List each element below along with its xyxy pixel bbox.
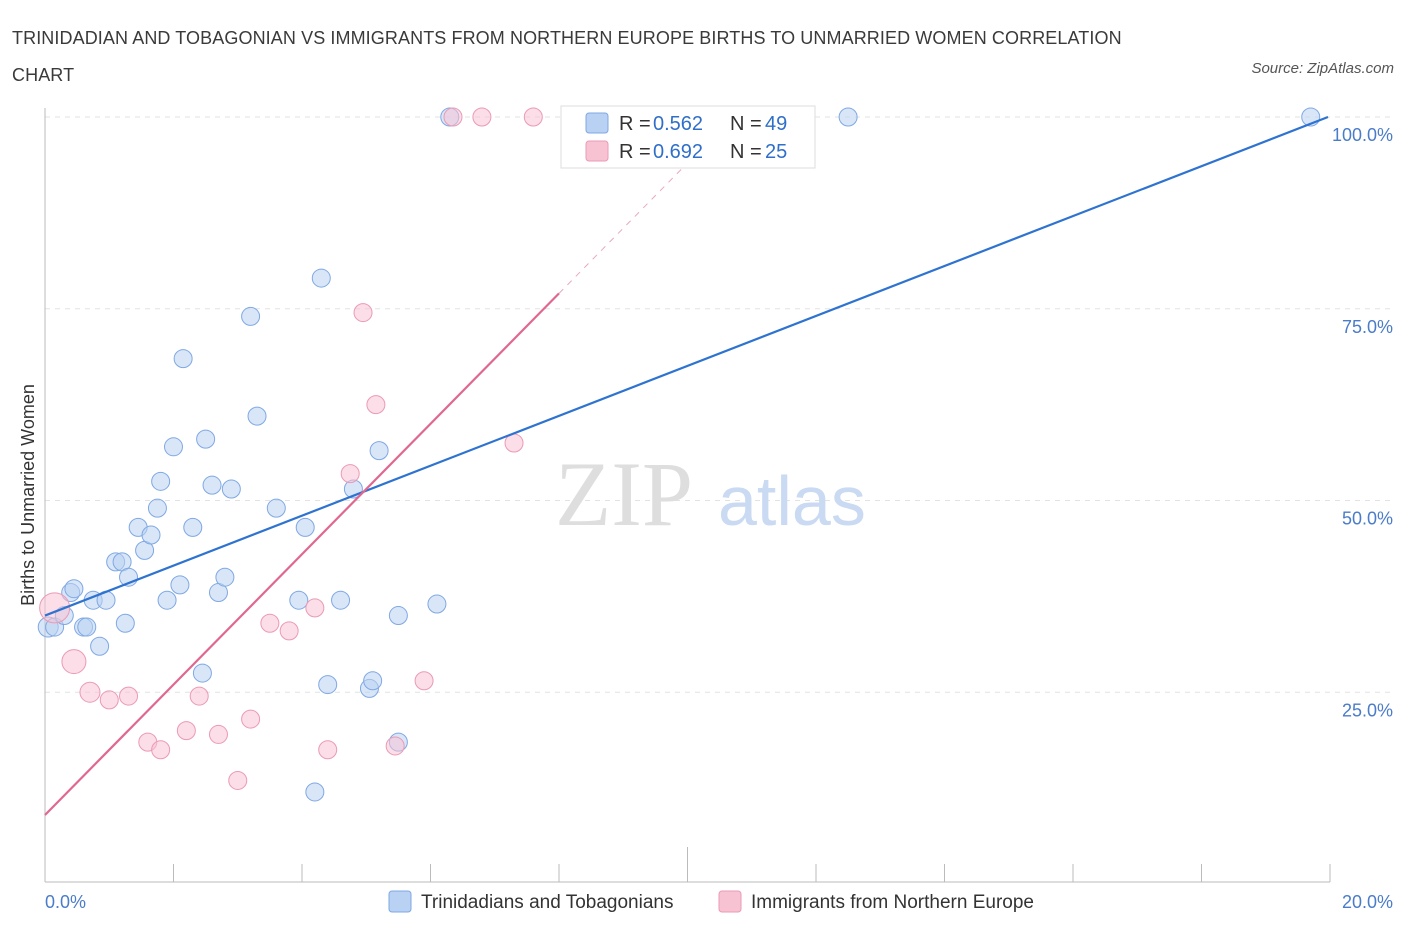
northern-europe-point-20 — [414, 671, 434, 691]
trinidadian-point-41 — [363, 671, 383, 691]
northern-europe-point-3 — [99, 690, 119, 710]
watermark-atlas: atlas — [718, 462, 866, 540]
trinidadian-point-28 — [215, 567, 235, 587]
trinidadian-point-4 — [64, 579, 84, 599]
trinidadian-point-32 — [266, 498, 286, 518]
northern-europe-point-7 — [176, 721, 196, 741]
trendline-northern-europe-extension — [558, 162, 688, 294]
trinidadian-point-18 — [151, 471, 171, 491]
y-tick-labels: 25.0% 50.0% 75.0% 100.0% — [1332, 125, 1393, 720]
y-tick-label-50: 50.0% — [1342, 509, 1393, 529]
trinidadian-point-16 — [141, 525, 161, 545]
northern-europe-point-1 — [61, 649, 87, 675]
legend-swatch-pink — [585, 140, 609, 162]
source-label: Source: ZipAtlas.com — [1251, 60, 1394, 77]
northern-europe-point-10 — [228, 770, 248, 790]
trinidadian-point-37 — [318, 675, 338, 695]
x-tick-label-max: 20.0% — [1342, 892, 1393, 912]
series-legend: Trinidadians and Tobagonians Immigrants … — [388, 890, 1034, 913]
legend-r-value-blue: 0.562 — [653, 113, 703, 135]
northern-europe-point-11 — [241, 709, 261, 729]
legend-n-value-pink: 25 — [765, 141, 787, 163]
trinidadian-point-12 — [115, 613, 135, 633]
y-axis-label: Births to Unmarried Women — [18, 384, 38, 606]
trinidadian-point-21 — [170, 575, 190, 595]
trinidadian-point-43 — [388, 606, 408, 626]
trinidadian-point-6 — [77, 617, 97, 637]
northern-europe-point-22 — [472, 107, 492, 127]
trinidadian-point-22 — [173, 349, 193, 369]
legend-r-label-blue: R = — [619, 113, 651, 135]
northern-europe-point-17 — [353, 303, 373, 323]
trinidadian-point-8 — [90, 636, 110, 656]
x-tick-label-min: 0.0% — [45, 892, 86, 912]
watermark-zip: ZIP — [555, 443, 693, 545]
trinidadian-point-31 — [247, 406, 267, 426]
trinidadian-point-20 — [164, 437, 183, 457]
legend-n-value-blue: 49 — [765, 113, 787, 135]
legend-n-label-pink: N = — [730, 141, 762, 163]
northern-europe-point-6 — [151, 740, 171, 760]
trinidadian-point-33 — [289, 590, 309, 610]
northern-europe-point-14 — [305, 598, 325, 618]
gridlines — [45, 116, 1393, 693]
northern-europe-point-9 — [208, 724, 228, 744]
northern-europe-point-18 — [366, 395, 386, 415]
correlation-legend: R = 0.562 N = 49 R = 0.692 N = 25 — [560, 105, 816, 169]
legend-r-label-pink: R = — [619, 141, 651, 163]
y-tick-label-75: 75.0% — [1342, 317, 1393, 337]
trinidadian-point-29 — [221, 479, 241, 499]
northern-europe-point-23 — [523, 107, 543, 127]
trendline-northern-europe — [44, 292, 560, 816]
legend-swatch-blue — [585, 112, 609, 134]
trinidadian-point-26 — [202, 475, 222, 495]
trendlines — [44, 115, 1329, 816]
trinidadian-point-25 — [196, 429, 216, 449]
trendline-trinidadians — [44, 115, 1329, 617]
northern-europe-point-19 — [385, 736, 405, 756]
trinidadian-point-30 — [241, 306, 261, 326]
series-legend-label-blue: Trinidadians and Tobagonians — [421, 892, 673, 913]
trinidadian-point-47 — [838, 107, 858, 127]
trinidadian-point-35 — [305, 782, 325, 802]
northern-europe-point-12 — [260, 613, 280, 633]
trinidadian-point-45 — [427, 594, 447, 614]
series-legend-swatch-blue — [388, 890, 412, 913]
series-legend-label-pink: Immigrants from Northern Europe — [751, 892, 1034, 913]
trinidadian-point-17 — [147, 498, 167, 518]
y-tick-label-100: 100.0% — [1332, 125, 1393, 145]
chart-title: TRINIDADIAN AND TOBAGONIAN VS IMMIGRANTS… — [12, 28, 1122, 85]
northern-europe-point-13 — [279, 621, 299, 641]
legend-n-label-blue: N = — [730, 113, 762, 135]
northern-europe-point-15 — [318, 740, 338, 760]
northern-europe-point-16 — [340, 464, 360, 484]
trinidadian-point-34 — [295, 517, 315, 537]
northern-europe-point-21 — [443, 107, 463, 127]
trinidadian-point-38 — [331, 590, 351, 610]
northern-europe-point-8 — [189, 686, 209, 706]
y-tick-label-25: 25.0% — [1342, 700, 1393, 720]
trinidadian-point-19 — [157, 590, 177, 610]
x-tick-marks — [173, 847, 1331, 882]
legend-r-value-pink: 0.692 — [653, 141, 703, 163]
trinidadian-point-42 — [369, 441, 389, 461]
trinidadian-point-36 — [311, 268, 331, 288]
trinidadian-point-23 — [183, 517, 203, 537]
series-northern-europe-points — [39, 107, 543, 790]
trinidadian-point-24 — [192, 663, 212, 683]
northern-europe-point-2 — [79, 681, 101, 703]
series-legend-swatch-pink — [718, 890, 742, 913]
northern-europe-point-4 — [119, 686, 139, 706]
